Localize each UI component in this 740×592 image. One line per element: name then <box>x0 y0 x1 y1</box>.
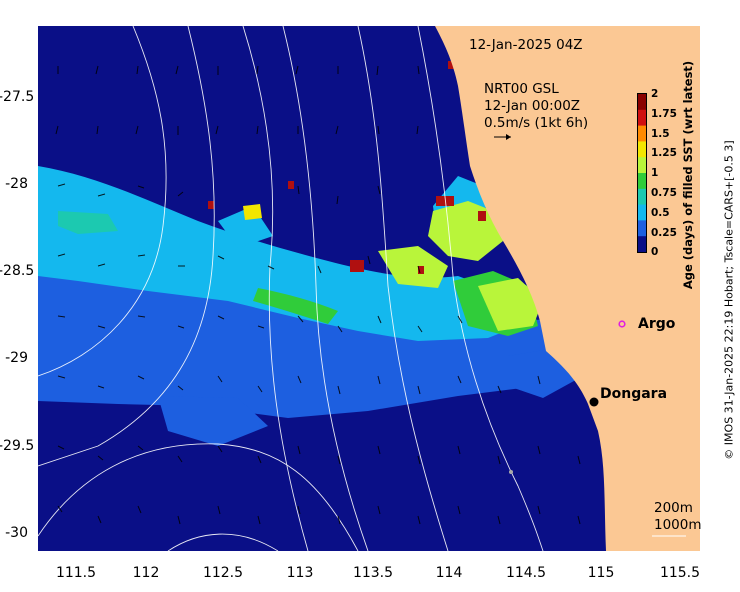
x-tick-label: 113 <box>286 565 314 581</box>
map-canvas <box>38 26 700 551</box>
y-tick-label: -27.5 <box>0 89 35 105</box>
sst-age-patch-green-west <box>58 211 118 234</box>
red-patch-4 <box>288 181 294 189</box>
y-tick-label: -28 <box>5 176 28 192</box>
colorbar-segment <box>638 109 646 127</box>
x-tick-label: 112.5 <box>202 565 244 581</box>
x-tick-label: 114 <box>435 565 463 581</box>
x-tick-label: 115 <box>587 565 615 581</box>
isobath-1000m-label: 1000m <box>654 517 702 533</box>
y-tick-label: -29 <box>5 350 28 366</box>
float-marker <box>509 470 513 474</box>
product-name: NRT00 GSL <box>484 81 559 97</box>
argo-label: Argo <box>638 316 676 332</box>
red-patch-3 <box>478 211 486 221</box>
colorbar-tick-label: 1 <box>651 167 659 180</box>
x-tick-label: 114.5 <box>505 565 547 581</box>
colorbar-segment <box>638 125 646 142</box>
colorbar-title: Age (days) of filled SST (wrt latest) <box>681 60 695 290</box>
isobath-5000 <box>167 533 279 551</box>
colorbar-segment <box>638 188 646 206</box>
y-tick-label: -30 <box>5 525 28 541</box>
product-time: 12-Jan 00:00Z <box>484 98 581 114</box>
velocity-scale-arrow <box>494 134 511 140</box>
sst-age-band-cyan <box>38 166 518 341</box>
sst-age-red-speckles <box>208 61 486 274</box>
y-tick-label: -28.5 <box>0 263 35 279</box>
isobath-2000 <box>282 26 369 551</box>
colorbar-segment <box>638 220 646 237</box>
sst-age-band-blue <box>38 261 578 418</box>
colorbar-tick-label: 1.5 <box>651 127 670 140</box>
colorbar <box>637 93 647 253</box>
isobath-3000 <box>38 26 215 467</box>
y-tick-label: -29.5 <box>0 438 35 454</box>
colorbar-tick-label: 1.75 <box>651 107 677 120</box>
bathymetry-contours <box>38 26 544 551</box>
red-patch-6 <box>448 61 454 69</box>
red-patch-5 <box>208 201 214 209</box>
sst-age-patch-blue-south <box>158 396 268 446</box>
colorbar-segment <box>638 157 646 174</box>
colorbar-gradient <box>638 94 646 253</box>
colorbar-segment <box>638 204 646 221</box>
current-vectors <box>55 65 581 525</box>
isobath-200m-label: 200m <box>654 500 693 516</box>
x-tick-label: 111.5 <box>55 565 97 581</box>
arrow-scale-label: 0.5m/s (1kt 6h) <box>484 115 589 131</box>
isobath-1000 <box>357 26 449 551</box>
sst-age-patch-yellow <box>243 204 262 220</box>
sst-age-patch-lime-mid <box>378 246 448 288</box>
land-western-australia <box>435 26 700 551</box>
imos-credit: © IMOS 31-Jan-2025 22:19 Hobart; Tscale=… <box>722 140 736 460</box>
colorbar-tick-label: 1.25 <box>651 147 677 160</box>
red-patch-7 <box>418 266 424 274</box>
colorbar-tick-label: 0.25 <box>651 226 677 239</box>
x-tick-label: 112 <box>132 565 160 581</box>
dongara-label: Dongara <box>600 386 668 402</box>
argo-marker <box>618 320 626 328</box>
isobath-2500 <box>242 26 309 551</box>
map-plot-area <box>38 26 700 551</box>
sst-age-patch-lime-south <box>478 278 543 331</box>
map-title: 12-Jan-2025 04Z <box>469 37 583 53</box>
isobath-4000 <box>38 26 167 377</box>
colorbar-segment <box>638 94 646 111</box>
x-tick-label: 113.5 <box>352 565 394 581</box>
red-patch-2 <box>350 260 364 272</box>
sst-age-strip-green <box>253 288 338 324</box>
colorbar-tick-label: 2 <box>651 88 659 100</box>
colorbar-tick-label: 0.75 <box>651 187 677 199</box>
colorbar-tick-label: 0.5 <box>651 206 670 219</box>
colorbar-segment <box>638 173 646 190</box>
x-tick-label: 115.5 <box>659 565 701 581</box>
colorbar-tick-label: 0 <box>651 246 659 259</box>
colorbar-segment <box>638 236 646 253</box>
dongara-marker <box>589 397 599 407</box>
isobath-4500 <box>38 443 359 551</box>
red-patch-1 <box>436 196 454 206</box>
colorbar-segment <box>638 141 646 158</box>
isobath-200 <box>417 26 544 551</box>
